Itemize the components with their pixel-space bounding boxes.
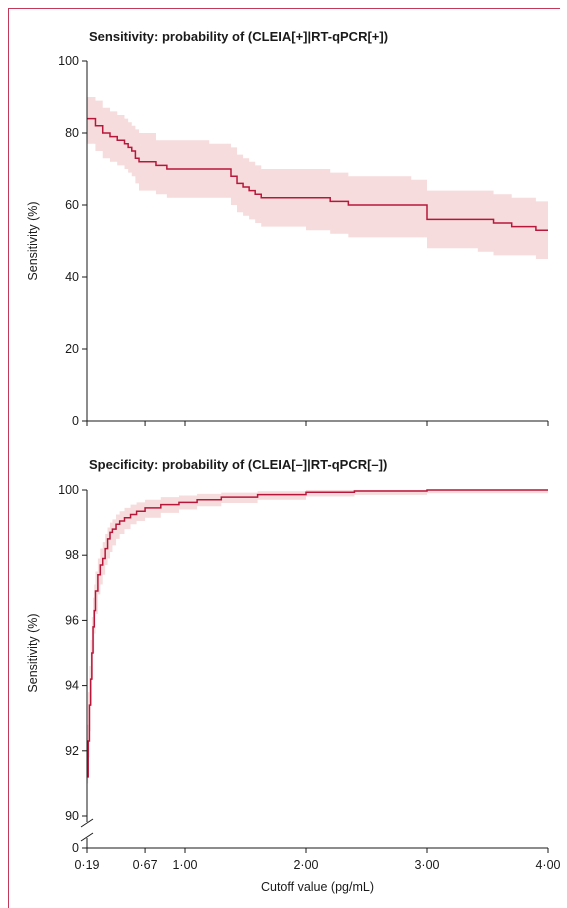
y-tick-label: 90	[65, 809, 79, 823]
y-tick-label: 0	[72, 414, 79, 428]
y-tick-label: 100	[58, 54, 79, 68]
figure-border-top	[8, 8, 560, 9]
series-line	[87, 489, 548, 778]
y-tick-label: 0	[72, 841, 79, 855]
axis-break-mark	[80, 818, 94, 828]
y-axis-label: Sensitivity (%)	[26, 613, 40, 692]
figure-border-left	[8, 8, 9, 908]
y-tick-label: 94	[65, 679, 79, 693]
x-tick-label: 0·67	[133, 858, 158, 872]
y-tick-label: 40	[65, 270, 79, 284]
y-tick-label: 92	[65, 744, 79, 758]
chart-title: Specificity: probability of (CLEIA[–]|RT…	[89, 457, 387, 472]
y-tick-label: 20	[65, 342, 79, 356]
y-tick-label: 98	[65, 548, 79, 562]
y-tick-label: 80	[65, 126, 79, 140]
y-tick-label: 100	[58, 483, 79, 497]
y-axis-label: Sensitivity (%)	[26, 201, 40, 280]
chart-panel-2: Specificity: probability of (CLEIA[–]|RT…	[26, 457, 561, 894]
chart-title: Sensitivity: probability of (CLEIA[+]|RT…	[89, 29, 388, 44]
x-tick-label: 3·00	[414, 858, 439, 872]
y-tick-label: 96	[65, 613, 79, 627]
x-axis-label: Cutoff value (pg/mL)	[261, 880, 374, 894]
series-line	[87, 117, 548, 231]
axis-break-mark	[80, 832, 94, 842]
x-tick-label: 0·19	[74, 858, 99, 872]
confidence-band	[87, 490, 548, 784]
confidence-band	[87, 97, 548, 263]
x-tick-label: 2·00	[293, 858, 318, 872]
x-tick-label: 1·00	[172, 858, 197, 872]
chart-panel-1: Sensitivity: probability of (CLEIA[+]|RT…	[26, 29, 549, 428]
y-tick-label: 60	[65, 198, 79, 212]
x-tick-label: 4·00	[535, 858, 560, 872]
